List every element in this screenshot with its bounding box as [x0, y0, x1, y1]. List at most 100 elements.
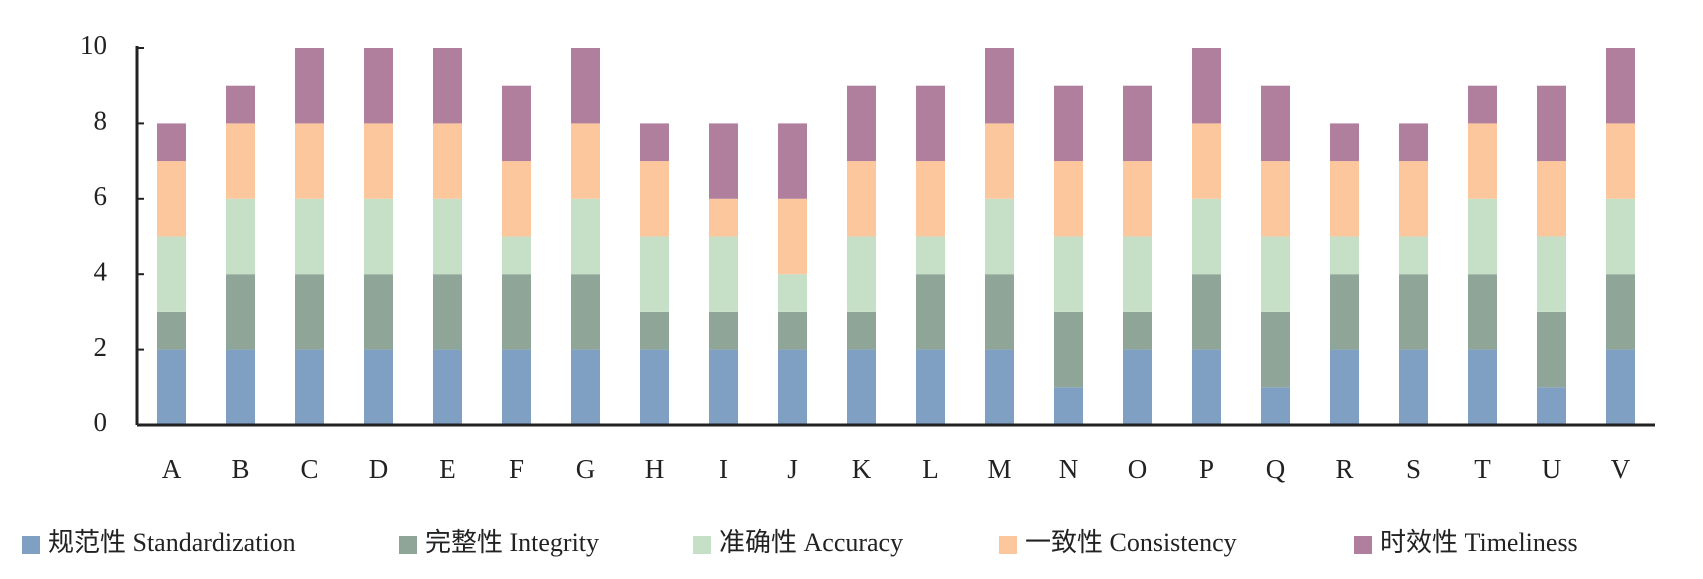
bar-segment	[1192, 349, 1221, 425]
x-tick-label: H	[645, 454, 665, 484]
bar-segment	[1261, 161, 1290, 237]
bar-segment	[1054, 236, 1083, 312]
bar-segment	[1192, 123, 1221, 199]
legend: 规范性 Standardization 完整性 Integrity 准确性 Accu…	[22, 528, 1578, 557]
bar-segment	[778, 198, 807, 275]
bar-segment	[1123, 236, 1152, 312]
bar-segment	[1261, 85, 1290, 162]
bar-segment	[1399, 274, 1428, 350]
bar-segment	[778, 349, 807, 425]
x-tick-label: R	[1335, 454, 1353, 484]
bar-segment	[226, 274, 255, 350]
bar-segment	[157, 349, 186, 425]
x-tick-label: D	[369, 454, 389, 484]
legend-label: 完整性 Integrity	[425, 528, 599, 557]
bar-segment	[709, 123, 738, 199]
bar-segment	[364, 274, 393, 350]
bar-segment	[985, 198, 1014, 275]
bar-segment	[502, 161, 531, 237]
y-tick-label: 0	[94, 407, 108, 437]
bar-segment	[226, 85, 255, 124]
bar-segment	[502, 274, 531, 350]
bar-segment	[1537, 236, 1566, 312]
bar-segment	[847, 161, 876, 237]
x-tick-label: U	[1542, 454, 1562, 484]
bar-segment	[1606, 349, 1635, 425]
bar-segment	[847, 311, 876, 350]
bar-segment	[433, 48, 462, 124]
bar-segment	[571, 349, 600, 425]
x-tick-label: C	[300, 454, 318, 484]
bar-segment	[1054, 85, 1083, 162]
bar-segment	[709, 198, 738, 237]
x-tick-label: E	[439, 454, 456, 484]
bar-segment	[640, 311, 669, 350]
bar-segment	[433, 198, 462, 275]
bar-segment	[571, 123, 600, 199]
x-tick-label: L	[922, 454, 939, 484]
bar-segment	[1606, 274, 1635, 350]
bar-segment	[1054, 387, 1083, 425]
bar-segment	[226, 349, 255, 425]
bar-segment	[1330, 274, 1359, 350]
bar-segment	[778, 274, 807, 312]
x-tick-label: A	[162, 454, 182, 484]
legend-label: 规范性 Standardization	[48, 528, 296, 557]
bar-segment	[640, 349, 669, 425]
bar-segment	[1399, 123, 1428, 162]
legend-swatch	[999, 536, 1017, 554]
bar-segment	[1468, 123, 1497, 199]
x-tick-label: O	[1128, 454, 1148, 484]
bar-segment	[157, 311, 186, 350]
x-tick-label: K	[852, 454, 872, 484]
bar-segment	[1399, 349, 1428, 425]
bar-segment	[985, 48, 1014, 124]
bar-segment	[1123, 85, 1152, 162]
bar-segment	[502, 349, 531, 425]
bar-segment	[1192, 48, 1221, 124]
x-tick-label: G	[576, 454, 596, 484]
y-tick-label: 8	[94, 106, 108, 136]
legend-swatch	[693, 536, 711, 554]
x-tick-label: S	[1406, 454, 1421, 484]
bar-segment	[916, 274, 945, 350]
bar-segment	[1399, 236, 1428, 275]
bar-segment	[571, 198, 600, 275]
legend-label: 一致性 Consistency	[1025, 528, 1237, 557]
bar-segment	[295, 123, 324, 199]
bar-segment	[364, 198, 393, 275]
x-tick-label: P	[1199, 454, 1214, 484]
bar-segment	[1537, 387, 1566, 425]
x-tick-label: V	[1611, 454, 1631, 484]
legend-swatch	[22, 536, 40, 554]
bar-segment	[916, 349, 945, 425]
bar-segment	[1468, 85, 1497, 124]
bar-segment	[295, 198, 324, 275]
bar-segment	[985, 123, 1014, 199]
x-tick-label: Q	[1266, 454, 1286, 484]
bar-segment	[1468, 349, 1497, 425]
bar-segment	[916, 85, 945, 162]
bar-segment	[1537, 85, 1566, 162]
bar-segment	[640, 123, 669, 162]
bar-segment	[1468, 198, 1497, 275]
bar-segment	[1606, 198, 1635, 275]
legend-swatch	[1354, 536, 1372, 554]
bar-segment	[157, 161, 186, 237]
x-tick-label: M	[987, 454, 1011, 484]
bar-segment	[502, 236, 531, 275]
bar-segment	[433, 123, 462, 199]
bar-segment	[433, 274, 462, 350]
bar-segment	[1123, 349, 1152, 425]
bar-segment	[1192, 274, 1221, 350]
x-tick-label: J	[787, 454, 798, 484]
bar-segment	[295, 274, 324, 350]
bar-segment	[364, 349, 393, 425]
bar-segment	[157, 236, 186, 312]
bar-segment	[364, 123, 393, 199]
bar-segment	[709, 311, 738, 350]
bar-segment	[847, 236, 876, 312]
legend-swatch	[399, 536, 417, 554]
bar-segment	[226, 198, 255, 275]
bar-segment	[847, 349, 876, 425]
